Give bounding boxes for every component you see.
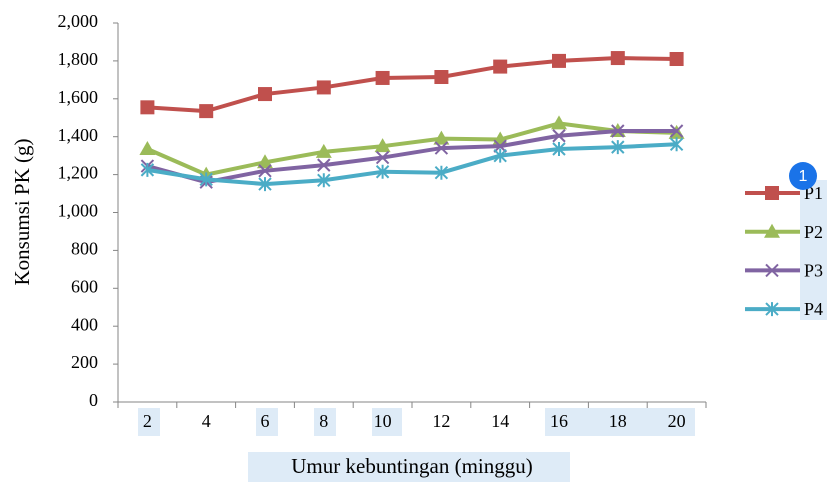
y-tick-label: 0 <box>89 390 98 410</box>
marker <box>257 154 273 169</box>
marker <box>375 150 390 165</box>
marker <box>669 124 684 138</box>
highlight <box>545 408 695 436</box>
line <box>147 142 677 187</box>
marker <box>317 173 331 188</box>
marker <box>610 51 625 66</box>
highlight <box>256 408 278 436</box>
y-tick-label: 1,400 <box>58 125 99 145</box>
highlight <box>800 180 827 320</box>
marker <box>434 141 449 155</box>
highlight <box>248 452 570 482</box>
marker <box>434 165 449 180</box>
y-tick-label: 800 <box>71 239 98 259</box>
x-tick-label: 16 <box>550 411 568 431</box>
marker <box>669 137 684 152</box>
marker <box>374 138 391 153</box>
y-tick-label: 400 <box>71 314 98 334</box>
y-tick-label: 1,600 <box>58 87 99 107</box>
marker <box>199 104 214 119</box>
marker <box>493 148 507 163</box>
marker <box>140 100 155 115</box>
y-tick-label: 1,200 <box>58 163 99 183</box>
x-tick-label: 12 <box>432 411 450 431</box>
marker <box>434 70 449 85</box>
marker <box>258 177 272 192</box>
marker <box>375 164 390 179</box>
x-tick-label: 4 <box>202 411 211 431</box>
line <box>146 129 677 185</box>
marker <box>552 142 566 157</box>
marker <box>139 141 156 156</box>
line <box>146 121 677 177</box>
marker <box>315 143 332 158</box>
highlight <box>372 408 402 436</box>
badge-label: 1 <box>799 168 808 185</box>
line <box>147 56 677 114</box>
badge <box>789 162 817 190</box>
y-tick-label: 2,000 <box>58 11 99 31</box>
x-tick-label: 14 <box>491 411 509 431</box>
marker <box>375 70 390 85</box>
y-tick-label: 1,800 <box>58 49 99 69</box>
legend-label: P2 <box>804 222 823 242</box>
marker <box>258 164 272 178</box>
legend-marker <box>765 302 779 317</box>
marker <box>611 124 625 138</box>
marker <box>493 59 508 74</box>
y-tick-label: 200 <box>71 352 98 372</box>
marker <box>140 162 155 177</box>
marker <box>611 140 625 155</box>
legend-label: P3 <box>804 261 823 281</box>
x-tick-label: 10 <box>374 411 392 431</box>
x-tick-label: 6 <box>261 411 270 431</box>
y-axis-title: Konsumsi PK (g) <box>10 138 34 285</box>
highlight <box>138 408 160 436</box>
marker <box>316 80 331 95</box>
y-tick-label: 1,000 <box>58 201 99 221</box>
legend-marker <box>764 223 780 238</box>
legend-marker <box>765 186 779 200</box>
x-axis-title: Umur kebuntingan (minggu) <box>291 454 532 478</box>
marker <box>552 129 566 143</box>
marker <box>551 115 567 130</box>
marker <box>669 52 684 67</box>
x-tick-label: 20 <box>668 411 686 431</box>
x-tick-label: 8 <box>319 411 328 431</box>
marker <box>493 139 507 153</box>
highlight <box>314 408 336 436</box>
marker <box>317 158 331 172</box>
x-tick-label: 2 <box>143 411 152 431</box>
y-tick-label: 600 <box>71 276 98 296</box>
marker <box>552 53 566 68</box>
legend-marker <box>765 263 779 278</box>
marker <box>433 130 450 145</box>
legend-label: P4 <box>804 299 823 319</box>
x-tick-label: 18 <box>609 411 627 431</box>
marker <box>199 172 213 187</box>
marker <box>258 87 272 102</box>
